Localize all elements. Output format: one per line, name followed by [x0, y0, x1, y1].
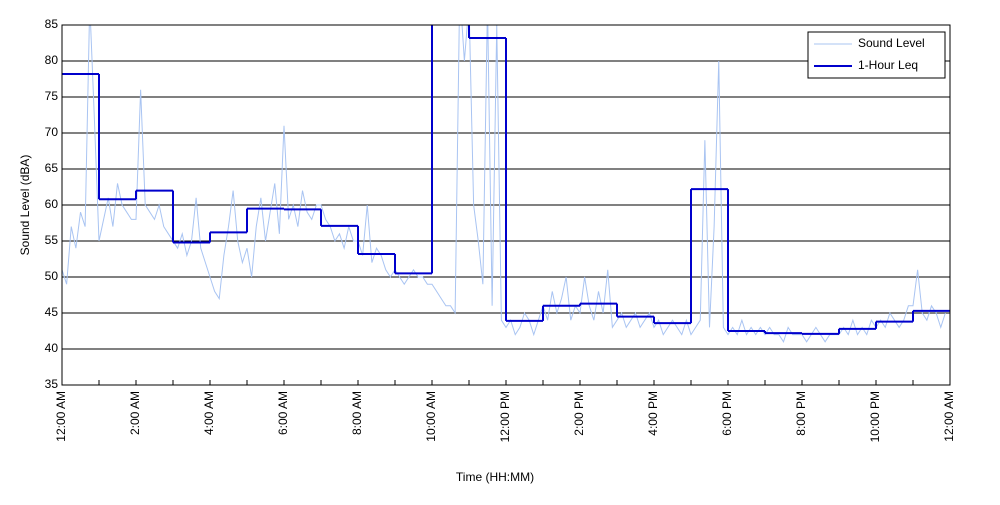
sound-level-line [62, 25, 946, 343]
y-tick-label: 55 [45, 233, 59, 247]
y-tick-label: 75 [45, 89, 59, 103]
x-tick-label: 4:00 AM [202, 391, 216, 435]
x-tick-label: 10:00 AM [424, 391, 438, 442]
x-tick-label: 2:00 AM [128, 391, 142, 435]
y-tick-label: 40 [45, 341, 59, 355]
x-tick-label: 6:00 PM [720, 391, 734, 436]
x-tick-label: 10:00 PM [868, 391, 882, 442]
y-tick-label: 50 [45, 269, 59, 283]
y-tick-label: 60 [45, 197, 59, 211]
x-tick-label: 12:00 AM [54, 391, 68, 442]
y-tick-label: 65 [45, 161, 59, 175]
y-tick-label: 35 [45, 377, 59, 391]
x-tick-label: 4:00 PM [646, 391, 660, 436]
x-tick-label: 2:00 PM [572, 391, 586, 436]
x-tick-label: 6:00 AM [276, 391, 290, 435]
y-axis-label: Sound Level (dBA) [18, 155, 32, 256]
legend-label: 1-Hour Leq [858, 58, 918, 72]
x-axis-label: Time (HH:MM) [456, 470, 534, 484]
legend-box [807, 31, 946, 79]
x-tick-label: 8:00 AM [350, 391, 364, 435]
y-tick-label: 45 [45, 305, 59, 319]
plot-series [62, 25, 950, 343]
x-tick-label: 8:00 PM [794, 391, 808, 436]
y-tick-label: 70 [45, 125, 59, 139]
y-tick-label: 85 [45, 17, 59, 31]
x-tick-label: 12:00 PM [498, 391, 512, 442]
plot-border [61, 24, 951, 386]
x-tick-label: 12:00 AM [942, 391, 956, 442]
legend-label: Sound Level [858, 36, 925, 50]
y-tick-label: 80 [45, 53, 59, 67]
